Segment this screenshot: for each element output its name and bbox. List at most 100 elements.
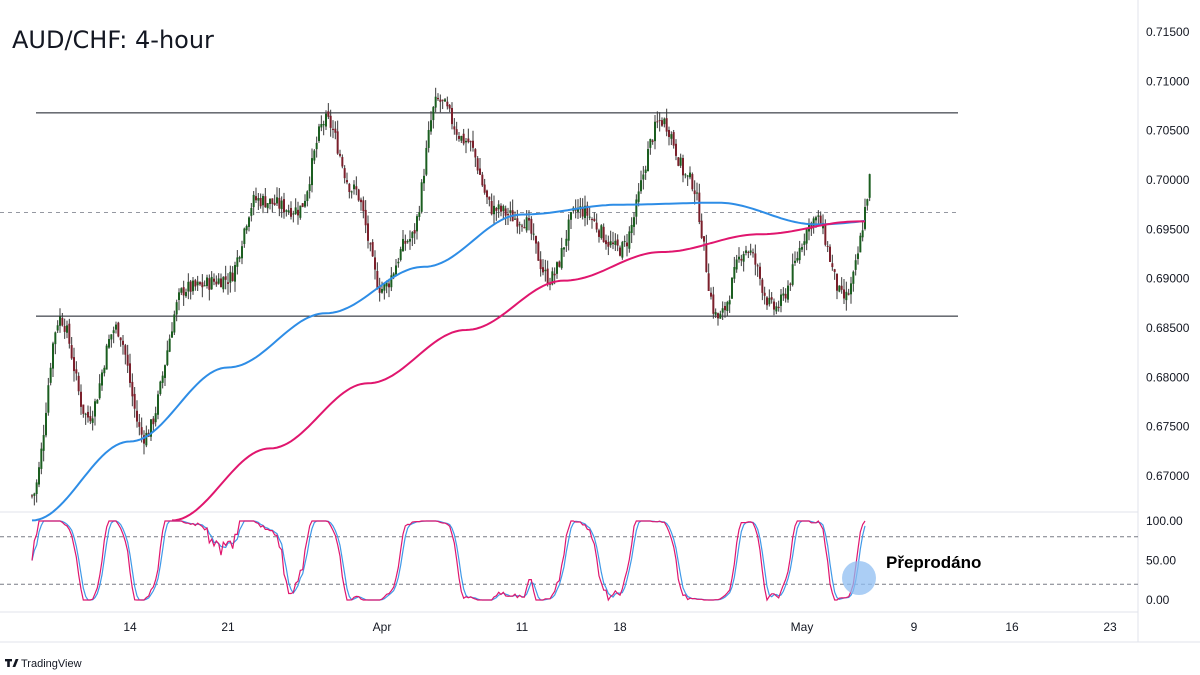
- candle-down: [833, 269, 836, 272]
- candle-down: [388, 283, 390, 288]
- candle-down: [77, 375, 80, 392]
- candle-down: [378, 286, 381, 293]
- candle-down: [528, 217, 530, 221]
- candle-down: [215, 281, 218, 285]
- candle-up: [112, 330, 115, 334]
- candle-down: [124, 345, 127, 355]
- candle-up: [432, 107, 435, 121]
- candle-up: [518, 224, 521, 226]
- candle-down: [357, 189, 360, 201]
- candle-up: [66, 325, 68, 333]
- slow-moving-average-line: [171, 220, 865, 522]
- candle-down: [119, 337, 122, 341]
- candle-down: [290, 207, 292, 217]
- candle-down: [761, 279, 764, 293]
- candle-down: [474, 149, 477, 158]
- price-tick-label: 0.68500: [1146, 321, 1190, 335]
- horizontal-levels: [0, 112, 958, 317]
- candle-up: [164, 365, 166, 378]
- moving-averages: [31, 201, 866, 522]
- candle-up: [115, 324, 117, 330]
- candle-up: [203, 285, 206, 287]
- candle-up: [313, 150, 316, 161]
- price-axis: 0.71500 0.71000 0.70500 0.70000 0.69500 0.690…: [1146, 25, 1190, 483]
- candle-up: [640, 180, 642, 192]
- time-tick-label: 9: [911, 620, 918, 634]
- candle-up: [570, 212, 572, 220]
- candle-up: [280, 200, 283, 210]
- candle-up: [94, 401, 96, 417]
- time-axis: 1421Apr1118May91623Jun13: [123, 620, 1117, 634]
- candle-up: [742, 254, 745, 262]
- candle-up: [166, 350, 169, 365]
- candle-up: [425, 147, 428, 175]
- candle-down: [831, 263, 834, 268]
- candle-up: [551, 271, 554, 285]
- candle-down: [264, 196, 267, 208]
- candle-up: [192, 280, 194, 292]
- candle-up: [465, 140, 467, 143]
- candle-up: [416, 216, 418, 232]
- candle-up: [623, 240, 626, 242]
- candle-down: [89, 416, 92, 422]
- candle-down: [31, 495, 33, 497]
- candle-up: [101, 372, 103, 386]
- candle-up: [154, 413, 157, 423]
- candle-up: [269, 198, 271, 205]
- candle-down: [593, 218, 596, 222]
- candle-down: [759, 266, 761, 279]
- candle-up: [805, 229, 808, 244]
- candle-up: [635, 199, 638, 217]
- candle-down: [348, 183, 351, 193]
- candle-up: [248, 217, 250, 227]
- candle-up: [150, 419, 152, 437]
- candle-down: [63, 325, 66, 332]
- candle-down: [763, 292, 766, 296]
- candle-up: [609, 241, 612, 246]
- candle-down: [691, 174, 694, 190]
- candle-up: [796, 258, 799, 261]
- candle-down: [138, 422, 141, 427]
- candle-up: [850, 283, 852, 295]
- candle-up: [670, 134, 673, 139]
- candle-down: [773, 301, 775, 310]
- stochastic-k-line: [31, 520, 866, 602]
- candle-up: [423, 175, 425, 184]
- candle-up: [306, 191, 309, 202]
- candle-up: [47, 385, 50, 413]
- candle-up: [308, 184, 311, 191]
- candle-down: [255, 196, 257, 201]
- candle-up: [563, 247, 565, 250]
- candle-up: [110, 334, 113, 340]
- candle-up: [434, 96, 437, 108]
- candle-down: [668, 129, 670, 137]
- candle-down: [278, 197, 281, 209]
- candle-down: [136, 410, 138, 422]
- candle-down: [777, 306, 780, 309]
- candle-down: [220, 278, 222, 288]
- candle-up: [105, 345, 108, 370]
- candle-up: [600, 225, 603, 238]
- oversold-highlight: [842, 561, 876, 595]
- candle-down: [553, 273, 556, 276]
- candle-down: [756, 265, 759, 267]
- candle-down: [297, 209, 299, 216]
- candle-up: [210, 276, 213, 290]
- candle-up: [719, 313, 722, 319]
- candle-down: [488, 196, 491, 200]
- candle-up: [567, 219, 570, 241]
- candle-down: [836, 273, 838, 291]
- candle-down: [283, 199, 285, 213]
- candle-down: [486, 190, 488, 198]
- tradingview-logo[interactable]: TradingView: [5, 658, 82, 670]
- candle-down: [439, 99, 442, 102]
- candle-down: [530, 218, 533, 234]
- candle-down: [122, 340, 124, 345]
- candle-down: [189, 281, 192, 292]
- candle-up: [294, 207, 297, 214]
- candle-up: [637, 191, 640, 202]
- candle-down: [437, 97, 439, 100]
- candle-up: [497, 204, 500, 210]
- candle-down: [789, 283, 792, 285]
